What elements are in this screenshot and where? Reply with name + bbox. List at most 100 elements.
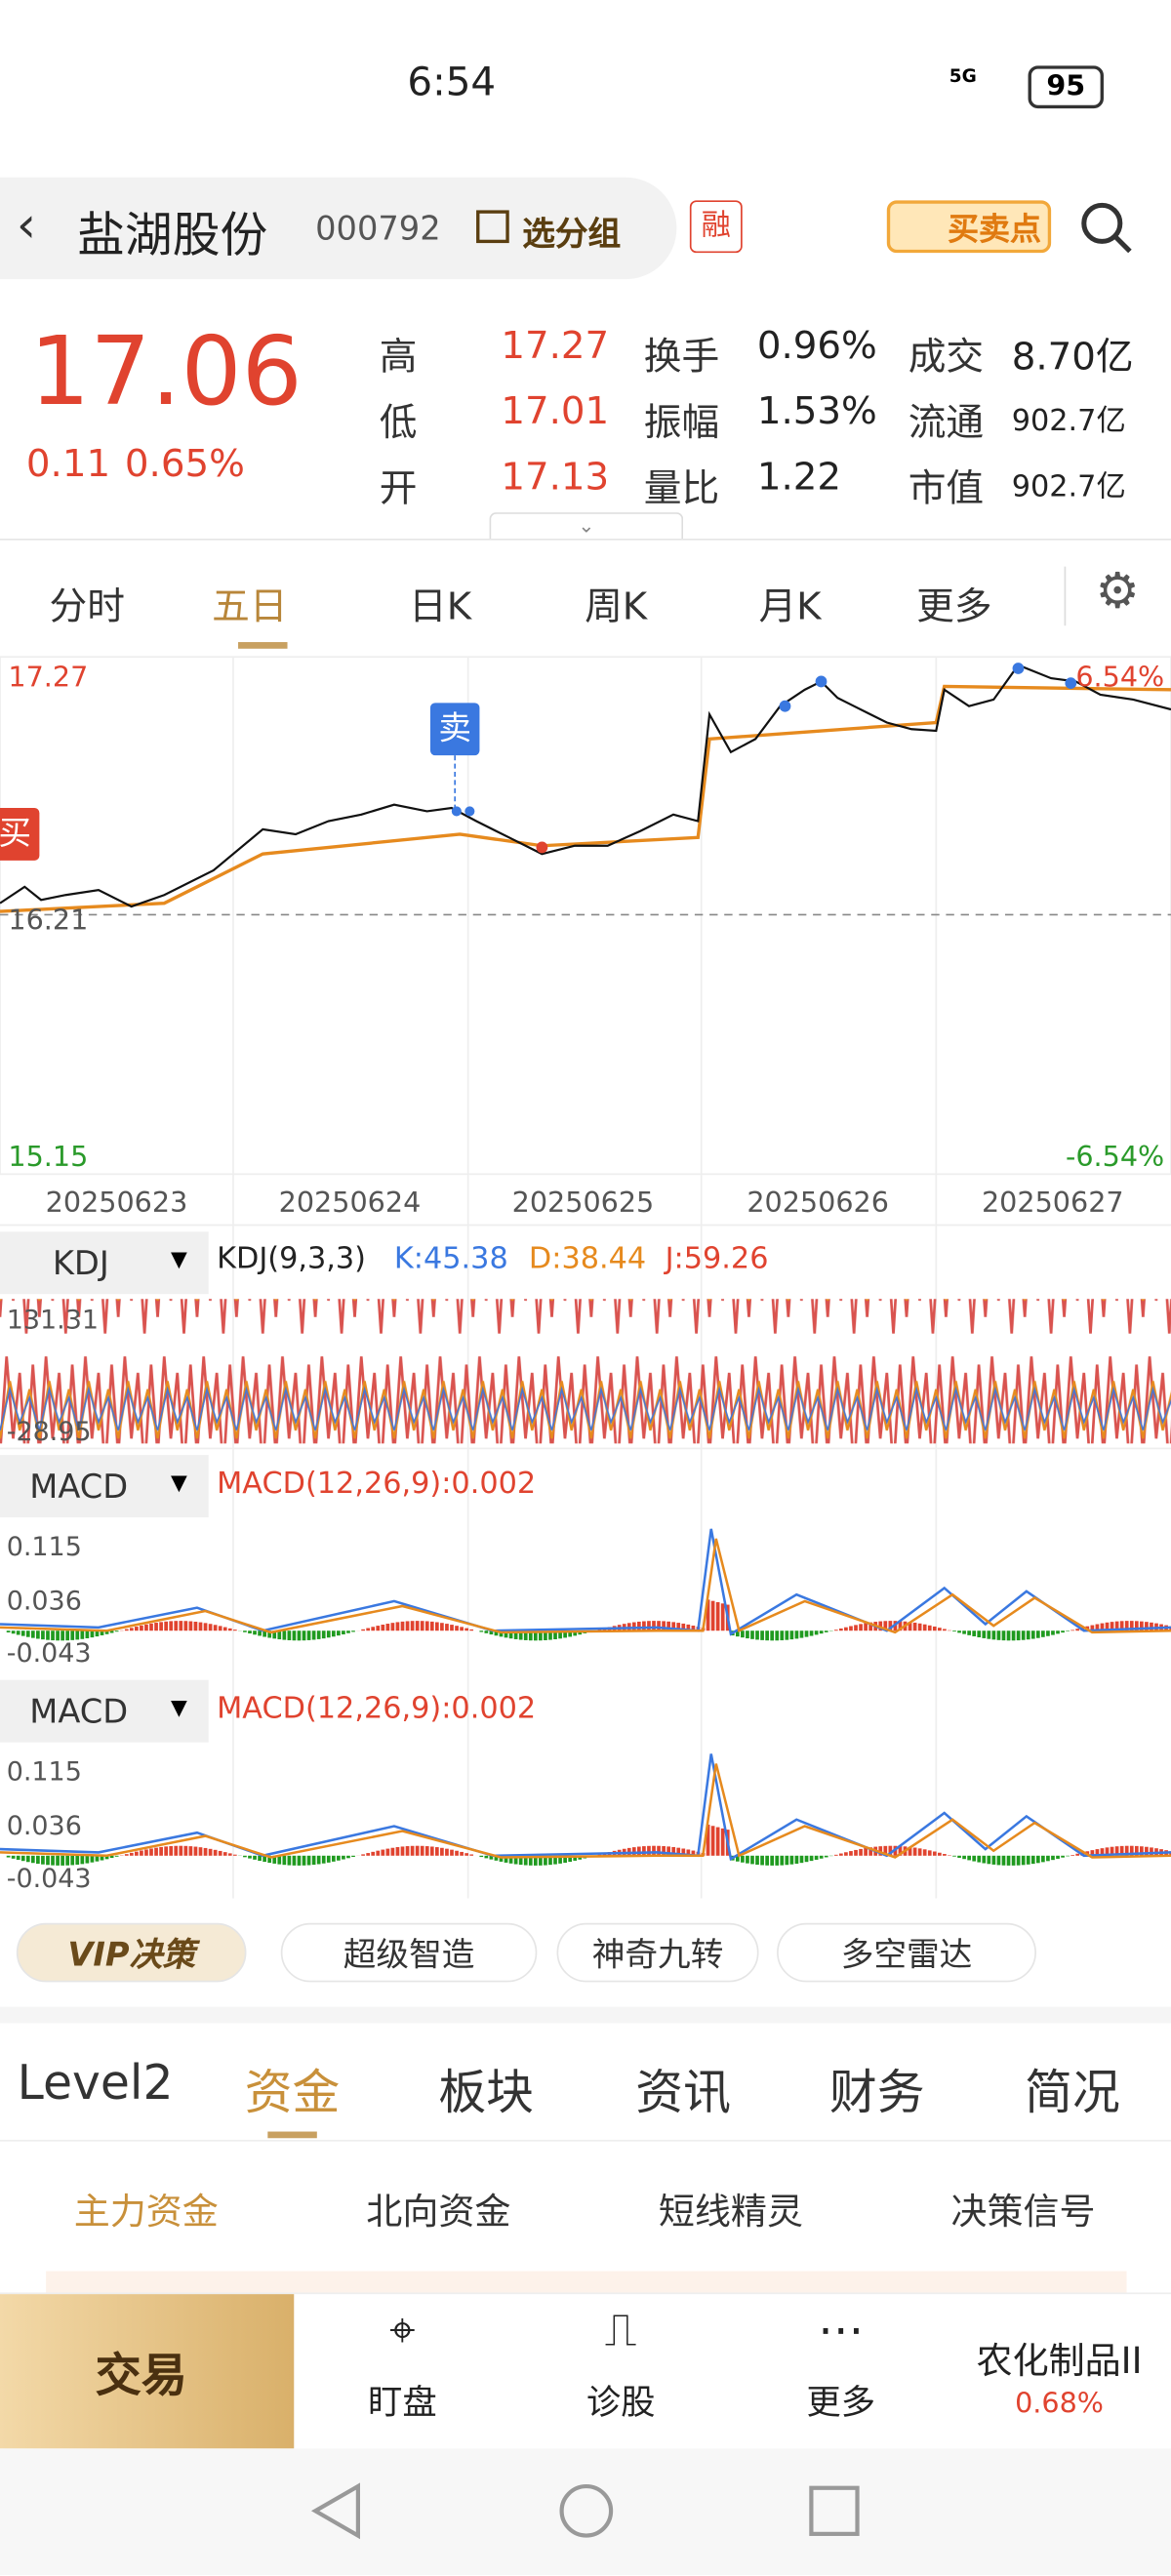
period-tab[interactable]: 五日 [212,585,288,629]
histogram-bar [859,1624,863,1631]
tab-underline [267,2131,317,2139]
search[interactable] [1077,199,1137,259]
histogram-bar [770,1630,775,1641]
histogram-bar [780,1630,785,1641]
bottom-item[interactable]: 更多 [806,2383,876,2423]
tool-chip[interactable]: 神奇九转 [556,1922,759,1983]
histogram-bar [568,1855,573,1863]
histogram-bar [424,1846,429,1856]
histogram-bar [494,1855,499,1861]
nav-icons[interactable] [296,2476,887,2549]
period-tab[interactable]: 周K [585,585,648,629]
group-button[interactable]: 选分组 [522,213,622,254]
tool-chip[interactable]: 多空雷达 [777,1922,1036,1983]
bottom-icon[interactable]: ⌖ [389,2302,416,2357]
panel-top [46,2271,1127,2295]
histogram-bar [996,1630,1001,1640]
sell-label: 卖 [438,708,471,746]
signal-button[interactable]: 买卖点 [886,200,1052,254]
section-tab[interactable]: 简况 [1025,2064,1120,2120]
histogram-bar [691,1625,696,1631]
bottom-icon[interactable]: ⎍ [604,2302,637,2357]
histogram-bar [528,1630,533,1641]
histogram-bar [765,1630,769,1641]
histogram-bar [30,1630,35,1638]
histogram-bar [95,1630,100,1637]
section-tab[interactable]: Level2 [17,2054,174,2111]
period-tab[interactable]: 月K [758,585,822,629]
histogram-bar [395,1622,400,1631]
histogram-bar [80,1855,85,1865]
sub-tab[interactable]: 北向资金 [366,2192,511,2234]
tool-chip[interactable]: VIP决策 [16,1922,247,1983]
histogram-bar [898,1621,903,1631]
histogram-bar [124,1629,129,1631]
histogram-bar [302,1630,306,1641]
macd-selector[interactable]: MACD [29,1691,129,1731]
period-tab[interactable]: 更多 [916,585,992,629]
period-tab[interactable]: 日K [408,585,472,629]
histogram-bar [405,1846,410,1856]
macd-selector-bg[interactable] [0,1455,209,1518]
sub-tab[interactable]: 决策信号 [950,2192,1096,2234]
trade-button[interactable] [0,2294,295,2449]
kdj-selector[interactable]: KDJ [52,1243,109,1283]
histogram-bar [371,1851,376,1856]
macd-selector-bg[interactable] [0,1679,209,1743]
histogram-bar [755,1855,759,1866]
histogram-bar [65,1630,70,1641]
sub-tab[interactable]: 短线精灵 [658,2192,804,2234]
section-tab[interactable]: 财务 [828,2064,925,2120]
expand[interactable]: ⌄ [489,512,684,541]
histogram-bar [331,1630,336,1637]
stock-code: 000792 [315,208,441,249]
section-tab[interactable]: 板块 [438,2064,534,2120]
histogram-bar [464,1628,468,1631]
histogram-bar [1134,1845,1139,1856]
histogram-bar [799,1630,804,1638]
histogram-bar [513,1630,518,1639]
histogram-bar [464,1853,468,1856]
tool-chip[interactable]: 超级智造 [280,1922,538,1983]
bottom-item[interactable]: 诊股 [586,2383,656,2423]
macd-selector[interactable]: MACD [29,1466,129,1507]
histogram-bar [326,1855,331,1863]
date-label: 20250627 [982,1186,1124,1219]
histogram-bar [376,1626,381,1631]
histogram-bar [927,1625,932,1631]
histogram-bar [972,1630,977,1636]
sub-tab[interactable]: 主力资金 [73,2192,219,2234]
histogram-bar [804,1855,809,1863]
macd-tick: -0.043 [6,1862,92,1894]
histogram-bar [227,1853,232,1856]
divider [0,2139,1171,2142]
histogram-bar [1090,1625,1095,1631]
histogram-bar [227,1628,232,1631]
date-label: 20250623 [46,1186,188,1219]
histogram-bar [932,1626,937,1631]
histogram-bar [61,1630,64,1641]
back[interactable]: ‹ [16,196,37,255]
histogram-bar [213,1849,218,1856]
settings[interactable]: ⚙ [1095,563,1140,622]
histogram-bar [371,1627,376,1631]
dropdown: ▼ [171,1470,187,1497]
histogram-bar [1021,1630,1026,1640]
histogram-bar [671,1622,676,1631]
histogram-bar [849,1626,853,1631]
histogram-bar [533,1630,538,1641]
histogram-bar [100,1855,104,1861]
section-tab[interactable]: 资金 [244,2064,341,2120]
histogram-bar [991,1630,996,1640]
bottom-icon[interactable]: ⋯ [818,2302,865,2357]
bottom-item[interactable]: 盯盘 [367,2383,437,2423]
histogram-bar [390,1623,395,1631]
section-tab[interactable]: 资讯 [635,2064,731,2120]
period-tab[interactable]: 分时 [49,585,125,629]
stat-value: 8.70亿 [1011,337,1134,380]
histogram-bar [326,1630,331,1638]
sector-name[interactable]: 农化制品II [976,2341,1143,2384]
kdj-selector-bg[interactable] [0,1231,209,1295]
trade-label[interactable]: 交易 [95,2348,187,2403]
